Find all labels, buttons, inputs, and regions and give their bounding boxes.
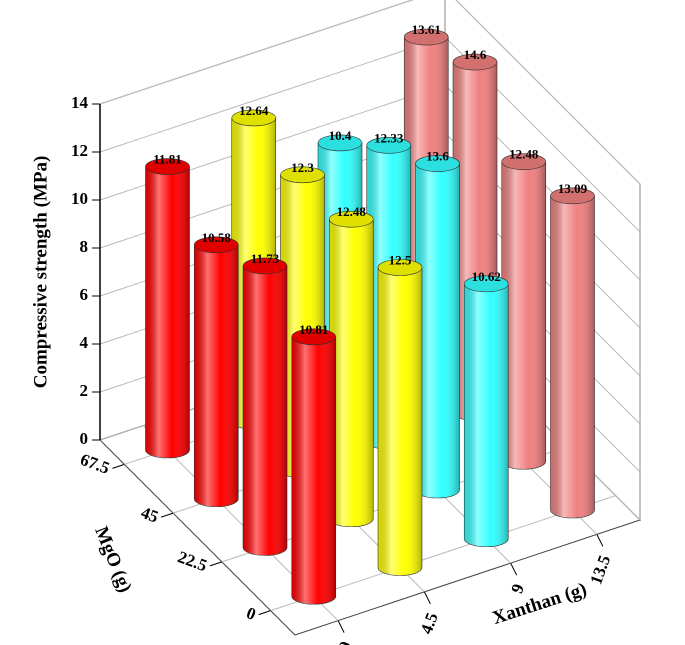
value-label: 12.48	[509, 147, 539, 162]
bar-shade	[329, 219, 374, 527]
bar-shade	[501, 161, 546, 470]
value-label: 11.73	[251, 251, 280, 266]
bar-top-shade	[366, 137, 411, 154]
bar-top-shade	[145, 158, 190, 175]
value-label: 12.48	[337, 204, 367, 219]
y-tick	[209, 561, 223, 567]
value-label: 11.81	[153, 152, 182, 167]
bar-top-shade	[243, 257, 287, 274]
bar-top-shade	[501, 153, 546, 170]
x-axis-label: Xanthan (g)	[490, 579, 589, 629]
bar-top	[328, 210, 374, 228]
x-tick	[510, 562, 518, 576]
value-label: 10.4	[329, 128, 352, 143]
bar-top	[193, 236, 239, 254]
z-axis-label: Compressive strength (MPa)	[30, 156, 51, 389]
bar-shade	[550, 195, 595, 518]
value-label: 12.5	[389, 252, 412, 267]
y-tick	[258, 610, 271, 616]
x-tick-label: 13.5	[586, 553, 614, 587]
x-tick-label: 0	[335, 639, 356, 645]
cylinder: 13.09	[550, 181, 595, 519]
z-tick-label: 2	[80, 381, 89, 400]
y-tick-label: 45	[138, 503, 160, 527]
value-label: 13.6	[426, 149, 449, 164]
bar-top	[280, 166, 325, 184]
bar-top-shade	[291, 328, 336, 345]
y-tick-label: 0	[244, 603, 258, 624]
bar-top-shade	[415, 155, 460, 172]
bar-top-shade	[464, 275, 509, 292]
bar-shade	[194, 244, 239, 507]
value-label: 14.6	[464, 47, 487, 62]
x-tick-label: 9	[507, 581, 528, 595]
bar-top	[145, 158, 190, 175]
bar-shade	[291, 336, 336, 605]
cylinder: 13.6	[415, 149, 460, 499]
bar-top	[291, 328, 337, 346]
bar-shade	[145, 166, 190, 458]
bar-top	[415, 155, 460, 172]
x-tick-label: 4.5	[417, 610, 442, 636]
cylinder: 10.58	[193, 230, 239, 508]
cylinder: 11.81	[145, 152, 190, 459]
cylinder: 11.73	[242, 251, 288, 556]
z-tick-label: 0	[80, 429, 89, 448]
value-label: 10.58	[202, 230, 232, 245]
y-tick	[160, 512, 174, 518]
y-tick-label: 67.5	[78, 450, 112, 478]
bar-top	[463, 275, 509, 293]
bar-top-shade	[318, 134, 362, 151]
value-label: 12.33	[374, 130, 404, 145]
z-tick-label: 10	[71, 189, 88, 208]
bar-top	[550, 187, 595, 205]
z-tick-label: 8	[80, 237, 89, 256]
bar-top-shade	[378, 259, 422, 276]
z-tick-label: 6	[80, 285, 89, 304]
z-tick-label: 12	[71, 141, 88, 160]
bar-top-shade	[280, 166, 325, 183]
value-label: 13.61	[412, 22, 441, 37]
bar-top	[377, 259, 423, 276]
bar-top	[452, 53, 498, 71]
grid-line	[99, 0, 641, 185]
bar-top	[317, 134, 363, 152]
value-label: 10.62	[472, 269, 501, 284]
bar-top-shade	[453, 54, 497, 71]
z-tick-label: 14	[71, 93, 89, 112]
y-tick	[112, 463, 125, 469]
x-tick	[337, 620, 345, 633]
x-tick	[596, 534, 604, 547]
cylinder: 12.48	[501, 147, 547, 470]
bar-top	[242, 257, 288, 275]
bar-shade	[464, 283, 509, 547]
bar-top-shade	[231, 109, 276, 126]
bar-top	[231, 109, 277, 127]
value-label: 13.09	[558, 181, 588, 196]
value-label: 12.3	[291, 160, 314, 175]
bar-top-shade	[550, 187, 595, 204]
bar-shade	[243, 265, 287, 556]
x-tick	[423, 591, 431, 605]
y-axis-label: MgO (g)	[90, 524, 135, 596]
bar-top-shade	[329, 211, 374, 228]
bar-shade	[378, 267, 422, 576]
bar-shade	[415, 163, 460, 498]
value-label: 10.81	[299, 322, 328, 337]
cylinder: 12.48	[328, 204, 374, 528]
cylinder: 10.81	[291, 322, 337, 605]
y-tick-label: 22.5	[175, 547, 209, 575]
cylinder: 12.5	[377, 252, 423, 576]
cylinder: 10.62	[463, 269, 509, 548]
value-label: 12.64	[239, 103, 269, 118]
bar-top	[403, 28, 449, 46]
z-tick-label: 4	[80, 333, 89, 352]
bar-top	[501, 153, 547, 171]
bar-top	[366, 137, 412, 154]
bar-top-shade	[194, 236, 239, 253]
bar-top-shade	[404, 29, 449, 46]
